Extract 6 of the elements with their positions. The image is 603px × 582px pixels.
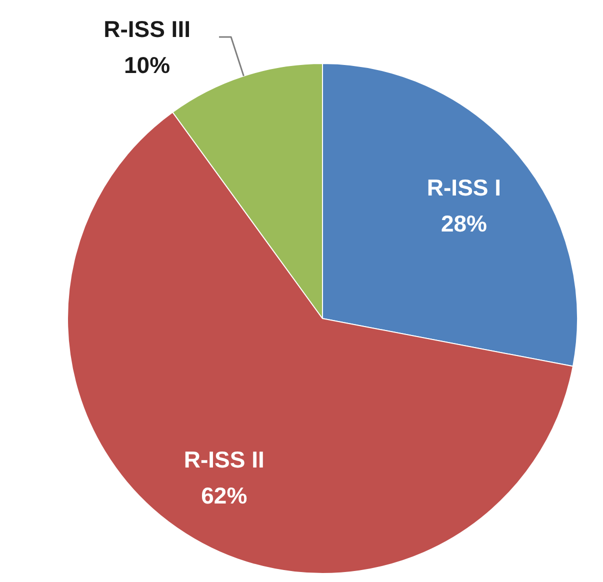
slice-label: R-ISS I [426, 174, 502, 200]
data-label: 28% [440, 210, 487, 236]
data-label: 10% [124, 52, 170, 78]
slice-label: R-ISS II [184, 446, 264, 473]
data-label: 62% [201, 482, 248, 509]
slice-label: R-ISS III [104, 16, 190, 42]
